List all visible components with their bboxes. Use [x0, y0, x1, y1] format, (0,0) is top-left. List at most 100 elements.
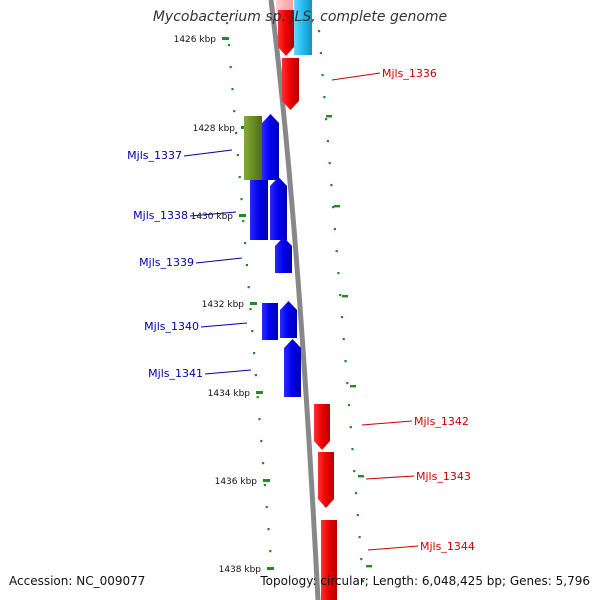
- axis-tick-label: 1438 kbp: [219, 565, 262, 575]
- partial-forward-gene: [276, 0, 293, 12]
- outer-tick-dot: [323, 96, 326, 99]
- gene-label-forward: Mjls_1336: [382, 67, 437, 80]
- outer-tick-dot: [339, 294, 342, 297]
- axis-tick-label: 1430 kbp: [191, 212, 234, 222]
- inner-tick-dot: [254, 374, 257, 377]
- outer-tick-dot: [351, 448, 354, 451]
- major-tick: [263, 479, 270, 482]
- inner-tick-dot: [242, 220, 245, 223]
- inner-tick-dot: [269, 550, 272, 553]
- inner-tick-dot: [231, 88, 234, 91]
- gene-label-reverse: Mjls_1340: [144, 320, 199, 333]
- backbone-arc: [268, 0, 321, 600]
- outer-tick-dot: [340, 316, 344, 319]
- gene-mjls-1338: [250, 180, 268, 240]
- gene-reverse-arrow: [280, 301, 297, 338]
- major-tick: [250, 302, 257, 305]
- outer-major-tick: [326, 115, 332, 118]
- inner-tick-dot: [226, 22, 229, 25]
- leader-line: [200, 322, 248, 328]
- outer-tick-dot: [335, 250, 338, 253]
- outer-tick-dot: [325, 118, 328, 121]
- axis-tick-label: 1426 kbp: [174, 35, 217, 45]
- major-tick: [239, 214, 246, 217]
- inner-tick-dot: [262, 462, 265, 465]
- outer-major-tick: [342, 295, 348, 298]
- leader-line: [204, 369, 252, 375]
- gene-reverse-arrow: [262, 114, 279, 180]
- outer-major-tick: [358, 475, 364, 478]
- outer-tick-dot: [346, 382, 349, 385]
- inner-tick-dot: [229, 66, 232, 69]
- rna-gene-block: [294, 0, 312, 55]
- topology-text: Topology: circular; Length: 6,048,425 bp…: [260, 574, 590, 588]
- genome-backbone: [268, 0, 321, 600]
- gene-label-forward: Mjls_1344: [420, 540, 475, 553]
- outer-tick-dot: [347, 404, 351, 407]
- inner-tick-dot: [233, 110, 236, 113]
- outer-tick-dot: [337, 272, 340, 275]
- outer-major-tick: [350, 385, 356, 388]
- inner-tick-dot: [256, 396, 259, 399]
- gene-label-reverse: Mjls_1341: [148, 367, 203, 380]
- gene-mjls-1342: [314, 404, 330, 450]
- inner-tick-dot: [253, 352, 256, 355]
- outer-tick-dot: [332, 206, 335, 209]
- gene-label-reverse: Mjls_1337: [127, 149, 182, 162]
- outer-tick-dot: [349, 426, 352, 429]
- gene-mjls-1339: [275, 237, 292, 273]
- inner-tick-dot: [244, 242, 247, 245]
- tick-marks: [222, 22, 372, 583]
- gene-label-reverse: Mjls_1338: [133, 209, 188, 222]
- axis-tick-label: 1434 kbp: [208, 389, 251, 399]
- gene-reverse-arrow: [270, 177, 287, 240]
- leader-line: [195, 257, 243, 264]
- gene-mjls-1341: [284, 339, 301, 397]
- gene-label-forward: Mjls_1342: [414, 415, 469, 428]
- forward-gene-arrow: [278, 10, 294, 56]
- major-tick: [267, 567, 274, 570]
- map-title: Mycobacterium sp. JLS, complete genome: [152, 9, 448, 25]
- outer-tick-dot: [319, 52, 322, 55]
- outer-tick-dot: [362, 580, 365, 583]
- leader-line: [189, 211, 237, 217]
- gene-mjls-1336: [282, 58, 299, 110]
- outer-tick-dot: [333, 228, 336, 231]
- gene-label-forward: Mjls_1343: [416, 470, 471, 483]
- axis-labels: 1426 kbp 1428 kbp 1430 kbp 1432 kbp 1434 kbp…: [174, 35, 262, 575]
- inner-tick-dot: [249, 308, 252, 311]
- outer-major-tick: [334, 205, 340, 208]
- axis-tick-label: 1428 kbp: [193, 124, 236, 134]
- inner-tick-dot: [258, 418, 261, 421]
- gene-mjls-1343: [318, 452, 334, 508]
- major-tick: [256, 391, 263, 394]
- axis-tick-label: 1436 kbp: [215, 477, 258, 487]
- outer-tick-dot: [330, 184, 333, 187]
- inner-tick-dot: [240, 198, 243, 201]
- inner-tick-dot: [251, 330, 254, 333]
- major-tick: [222, 37, 229, 40]
- inner-tick-dot: [245, 264, 248, 267]
- outer-tick-dot: [344, 360, 347, 363]
- leader-line: [361, 420, 413, 426]
- leader-line: [367, 545, 419, 551]
- inner-tick-dot: [236, 154, 239, 157]
- gene-mjls-1337: [244, 116, 262, 180]
- inner-tick-dot: [267, 528, 270, 531]
- inner-tick-dot: [247, 286, 250, 289]
- outer-tick-dot: [358, 536, 361, 539]
- gene-mjls-1344: [321, 520, 337, 600]
- outer-tick-dot: [326, 140, 329, 143]
- outer-tick-dot: [318, 30, 321, 33]
- gene-label-reverse: Mjls_1339: [139, 256, 194, 269]
- outer-tick-dot: [353, 470, 356, 473]
- gene-features: [244, 0, 337, 600]
- outer-major-tick: [366, 565, 372, 568]
- inner-tick-dot: [265, 506, 268, 509]
- gene-mjls-1340: [262, 303, 278, 340]
- gene-labels: Mjls_1336 Mjls_1342 Mjls_1343 Mjls_1344 Mjls…: [127, 67, 475, 553]
- inner-tick-dot: [227, 44, 230, 47]
- outer-tick-dot: [355, 492, 358, 495]
- leader-line: [183, 149, 233, 157]
- outer-tick-dot: [342, 338, 345, 341]
